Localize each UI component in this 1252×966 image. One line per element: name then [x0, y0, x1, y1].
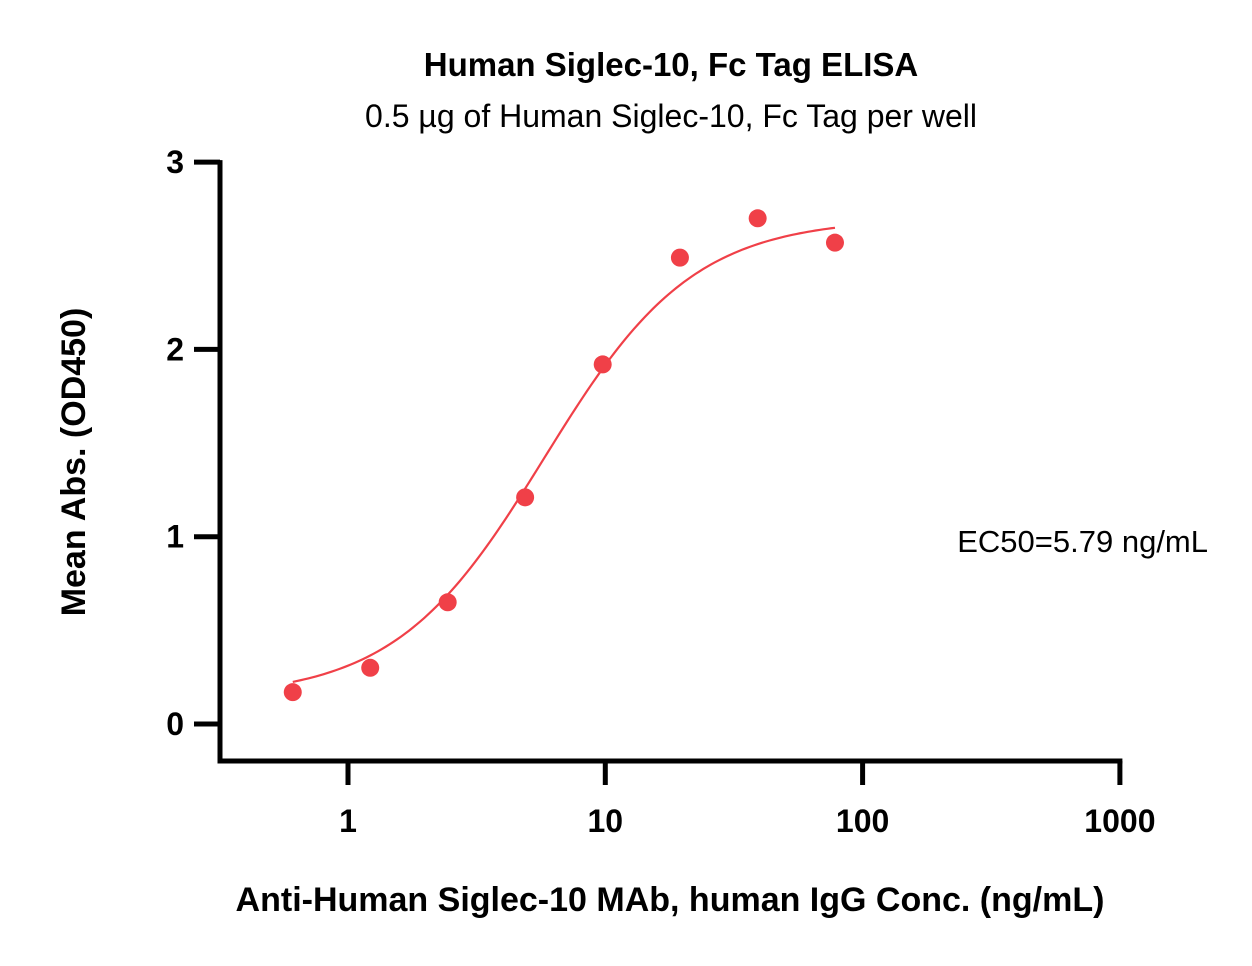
x-tick-label: 1000: [1084, 803, 1155, 839]
axes: [217, 160, 1123, 764]
y-tick-label: 3: [166, 144, 184, 180]
x-tick-label: 100: [836, 803, 889, 839]
data-point: [670, 248, 689, 267]
data-point: [438, 593, 457, 612]
x-axis-title: Anti-Human Siglec-10 MAb, human IgG Conc…: [236, 881, 1105, 919]
y-axis-ticks: 0 1 2 3: [166, 144, 220, 742]
x-axis-ticks: 1 10 100 1000: [339, 761, 1155, 839]
data-point: [283, 683, 302, 702]
x-tick-label: 1: [339, 803, 357, 839]
chart-subtitle: 0.5 µg of Human Siglec-10, Fc Tag per we…: [365, 98, 977, 134]
data-point: [825, 233, 844, 252]
x-tick-label: 10: [588, 803, 624, 839]
y-tick-label: 0: [166, 706, 184, 742]
fit-curve-layer: [292, 226, 836, 683]
chart-title: Human Siglec-10, Fc Tag ELISA: [423, 46, 919, 83]
fit-curve: [292, 226, 836, 683]
ec50-annotation: EC50=5.79 ng/mL: [957, 524, 1208, 559]
data-point: [361, 658, 380, 677]
y-axis-title: Mean Abs. (OD450): [55, 308, 93, 617]
data-point: [593, 355, 612, 374]
y-tick-label: 1: [166, 519, 184, 555]
data-points-layer: [283, 209, 844, 702]
data-point: [748, 209, 767, 228]
data-point: [516, 488, 535, 507]
y-tick-label: 2: [166, 331, 184, 367]
